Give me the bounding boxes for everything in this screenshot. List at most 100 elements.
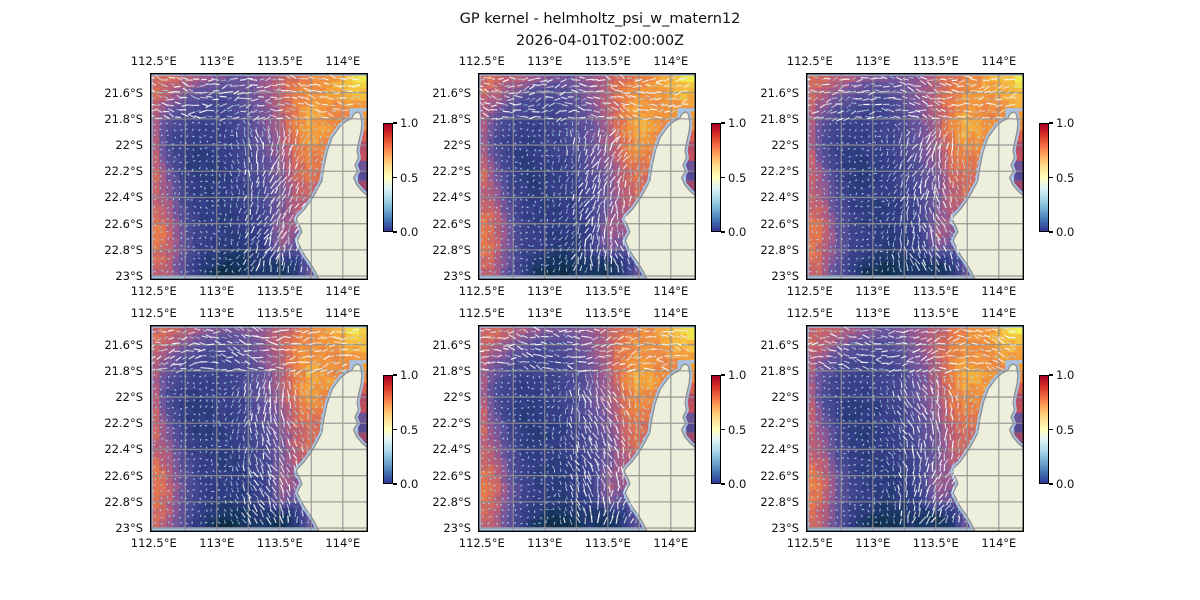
x-tick-label-bottom: 114°E [653,536,689,550]
y-tick-label: 22°S [771,390,799,405]
y-tick-label: 22.2°S [760,164,799,179]
y-tick-label: 22.8°S [432,494,471,509]
y-tick-label: 22°S [443,138,471,153]
x-tick-label-top: 112.5°E [130,306,177,320]
y-tick-label: 23°S [771,269,799,284]
y-tick-label: 22.2°S [104,164,143,179]
colorbar-tick-label: 0.0 [1056,225,1075,239]
y-tick-label: 21.8°S [432,363,471,378]
x-tick-label-bottom: 113°E [527,536,563,550]
colorbar-tick [1049,428,1053,431]
x-tick-label-bottom: 113°E [855,284,891,298]
map-panel-r2c2: 112.5°E 112.5°E 113°E 113°E 113.5°E 113.5°E 11… [432,306,746,550]
colorbar-tick-label: 1.0 [1056,116,1075,130]
x-tick-label-top: 113.5°E [256,54,303,68]
x-tick-label-bottom: 114°E [653,284,689,298]
y-tick-label: 21.6°S [432,85,471,100]
colorbar-tick [721,176,725,179]
colorbar-tick-label: 1.0 [1056,368,1075,382]
colorbar-tick-label: 1.0 [400,116,419,130]
colorbar [383,375,393,484]
colorbar-tick [393,176,397,179]
x-tick-label-bottom: 114°E [981,284,1017,298]
x-tick-label-top: 113°E [855,306,891,320]
colorbar-tick [721,122,725,124]
x-tick-label-bottom: 114°E [981,536,1017,550]
x-tick-label-top: 114°E [653,54,689,68]
map-canvas-r1c1 [150,73,368,280]
y-tick-label: 22.6°S [104,468,143,483]
y-tick-label: 22.8°S [760,494,799,509]
map-panel-r1c1: 112.5°E 112.5°E 113°E 113°E 113.5°E 113.5°E 11… [104,54,418,298]
colorbar-tick [393,428,397,431]
x-tick-label-bottom: 113.5°E [256,284,303,298]
y-tick-label: 21.8°S [104,111,143,126]
colorbar-tick-label: 0.5 [1056,422,1075,437]
x-tick-label-top: 112.5°E [458,54,505,68]
colorbar-tick-label: 0.5 [400,170,419,185]
y-tick-label: 23°S [443,269,471,284]
x-tick-label-bottom: 113°E [199,284,235,298]
y-tick-label: 22°S [115,390,143,405]
map-panel-r2c3: 112.5°E 112.5°E 113°E 113°E 113.5°E 113.5°E 11… [760,306,1074,550]
colorbar-tick [1049,231,1053,233]
y-tick-label: 21.6°S [104,85,143,100]
colorbar-tick-label: 1.0 [728,116,747,130]
x-tick-label-top: 114°E [325,306,361,320]
y-tick-label: 22.2°S [760,416,799,431]
colorbar-tick-label: 0.5 [728,170,747,185]
x-tick-label-bottom: 113.5°E [256,536,303,550]
y-tick-label: 22.8°S [104,494,143,509]
y-tick-label: 22°S [443,390,471,405]
colorbar-tick-label: 0.5 [400,422,419,437]
y-tick-label: 22.8°S [432,242,471,257]
x-tick-label-bottom: 113°E [199,536,235,550]
colorbar-tick [721,374,725,376]
x-tick-label-top: 113.5°E [912,306,959,320]
x-tick-label-bottom: 112.5°E [458,536,505,550]
y-tick-label: 21.8°S [760,363,799,378]
colorbar-tick [393,374,397,376]
y-tick-label: 22.4°S [760,190,799,205]
y-tick-label: 22.6°S [760,468,799,483]
x-tick-label-top: 114°E [325,54,361,68]
x-tick-label-bottom: 112.5°E [130,284,177,298]
x-tick-label-bottom: 114°E [325,536,361,550]
colorbar [383,123,393,232]
y-tick-label: 23°S [115,521,143,536]
colorbar-tick-label: 0.0 [728,477,747,491]
colorbar-tick [1049,176,1053,179]
x-tick-label-top: 114°E [981,54,1017,68]
y-tick-label: 22.6°S [760,216,799,231]
map-canvas-r2c3 [806,325,1024,532]
y-tick-label: 21.6°S [432,337,471,352]
y-tick-label: 22.6°S [432,216,471,231]
map-panel-r1c2: 112.5°E 112.5°E 113°E 113°E 113.5°E 113.5°E 11… [432,54,746,298]
y-tick-label: 21.8°S [760,111,799,126]
x-tick-label-bottom: 112.5°E [786,536,833,550]
x-tick-label-top: 113.5°E [912,54,959,68]
x-tick-label-top: 112.5°E [130,54,177,68]
x-tick-label-top: 114°E [653,306,689,320]
x-tick-label-bottom: 113.5°E [584,536,631,550]
y-tick-label: 21.6°S [760,85,799,100]
x-tick-label-bottom: 112.5°E [458,284,505,298]
y-tick-label: 21.6°S [104,337,143,352]
y-tick-label: 22.2°S [432,416,471,431]
y-tick-label: 23°S [115,269,143,284]
colorbar-tick-label: 1.0 [728,368,747,382]
x-tick-label-top: 113°E [199,54,235,68]
map-panel-r1c3: 112.5°E 112.5°E 113°E 113°E 113.5°E 113.5°E 11… [760,54,1074,298]
x-tick-label-bottom: 113.5°E [912,284,959,298]
x-tick-label-bottom: 113°E [855,536,891,550]
y-tick-label: 22°S [115,138,143,153]
y-tick-label: 22.4°S [432,190,471,205]
colorbar-tick [393,231,397,233]
y-tick-label: 22°S [771,138,799,153]
y-tick-label: 22.8°S [104,242,143,257]
x-tick-label-top: 113°E [199,306,235,320]
x-tick-label-bottom: 112.5°E [130,536,177,550]
x-tick-label-bottom: 114°E [325,284,361,298]
figure-title: GP kernel - helmholtz_psi_w_matern12 [459,11,741,27]
colorbar-tick-label: 0.0 [400,477,419,491]
